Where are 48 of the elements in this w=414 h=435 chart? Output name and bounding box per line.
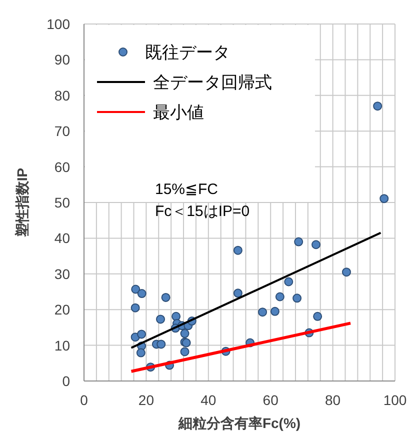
- x-axis-title: 細粒分含有率Fc(%): [177, 415, 301, 431]
- y-tick-label: 40: [54, 230, 70, 246]
- x-tick-label: 0: [80, 392, 88, 408]
- x-tick-label: 20: [138, 392, 154, 408]
- x-tick-label: 80: [325, 392, 341, 408]
- y-tick-label: 50: [54, 194, 70, 210]
- y-tick-label: 0: [62, 373, 70, 389]
- y-tick-label: 70: [54, 123, 70, 140]
- point: [342, 268, 351, 277]
- y-tick-label: 80: [54, 87, 70, 104]
- annotation: Fc＜15はIP=0: [155, 203, 250, 220]
- legend-label: 全データ回帰式: [153, 73, 272, 92]
- point: [233, 246, 242, 255]
- point: [180, 329, 190, 338]
- point: [233, 288, 242, 298]
- point: [180, 347, 190, 356]
- y-tick-label: 90: [54, 52, 70, 68]
- point: [131, 284, 140, 294]
- x-tick-label: 60: [262, 392, 279, 408]
- point: [137, 330, 146, 339]
- y-tick-label: 20: [54, 302, 70, 318]
- point: [312, 240, 321, 250]
- point: [156, 314, 166, 324]
- point: [156, 340, 166, 349]
- x-tick-label: 100: [383, 392, 407, 408]
- point: [130, 303, 140, 312]
- point: [284, 277, 294, 286]
- x-tick-label: 40: [200, 392, 216, 408]
- point: [161, 292, 170, 302]
- point: [136, 348, 146, 358]
- y-tick-label: 100: [46, 16, 70, 32]
- point: [270, 306, 280, 316]
- y-tick-label: 30: [54, 266, 70, 282]
- point: [172, 312, 181, 321]
- y-axis-title: 塑性指数IP: [14, 168, 30, 238]
- point: [313, 312, 322, 321]
- point: [258, 308, 268, 317]
- y-tick-label: 10: [54, 337, 70, 354]
- point: [292, 294, 302, 303]
- point: [373, 102, 382, 111]
- y-tick-label: 60: [54, 158, 70, 175]
- point: [294, 237, 304, 246]
- point: [137, 289, 146, 298]
- point: [275, 292, 284, 302]
- legend-label: 既往データ: [145, 43, 230, 62]
- point: [380, 194, 389, 204]
- legend-label: 最小値: [153, 103, 204, 122]
- annotation: 15%≦FC: [155, 181, 218, 198]
